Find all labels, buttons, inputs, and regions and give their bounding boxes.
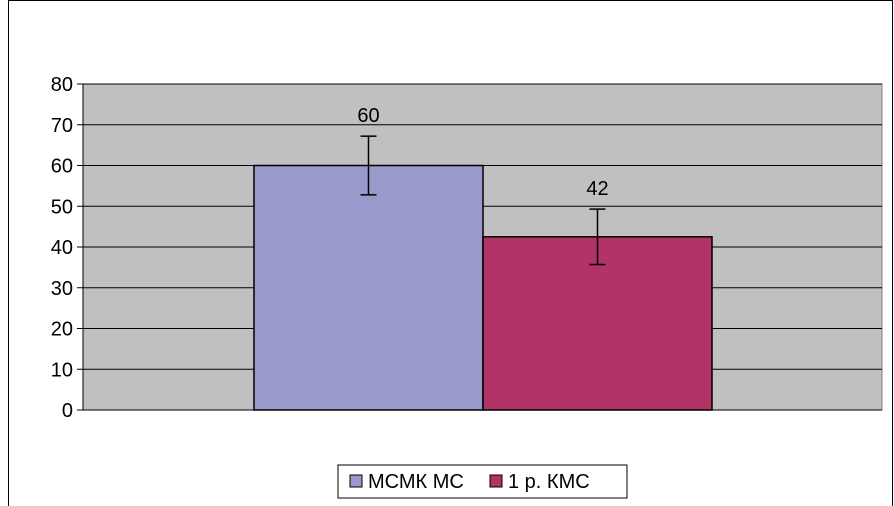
y-tick-label-40: 40 — [51, 237, 73, 259]
y-tick-label-30: 30 — [51, 278, 73, 300]
y-axis: 0 10 20 30 40 50 60 70 80 — [51, 74, 882, 422]
y-tick-label-50: 50 — [51, 196, 73, 218]
y-tick-label-60: 60 — [51, 156, 73, 178]
legend-label-series-1: МСМК МС — [368, 471, 464, 493]
data-label-series-1: 60 — [357, 105, 379, 127]
legend-swatch-series-2 — [489, 474, 503, 488]
y-tick-label-80: 80 — [51, 74, 73, 96]
chart-frame — [8, 0, 893, 506]
bar-series-1 — [253, 164, 484, 411]
y-tick-label-20: 20 — [51, 319, 73, 341]
y-tick-label-10: 10 — [51, 359, 73, 381]
data-label-series-2: 42 — [586, 178, 608, 200]
legend: МСМК МС 1 р. КМС — [337, 464, 628, 499]
legend-box — [337, 464, 628, 499]
y-tick-label-70: 70 — [51, 115, 73, 137]
data-labels: 60 42 — [357, 105, 608, 200]
legend-label-series-2: 1 р. КМС — [508, 471, 590, 493]
bars — [253, 135, 713, 411]
y-tick-label-0: 0 — [62, 400, 73, 422]
legend-swatch-series-1 — [349, 474, 363, 488]
